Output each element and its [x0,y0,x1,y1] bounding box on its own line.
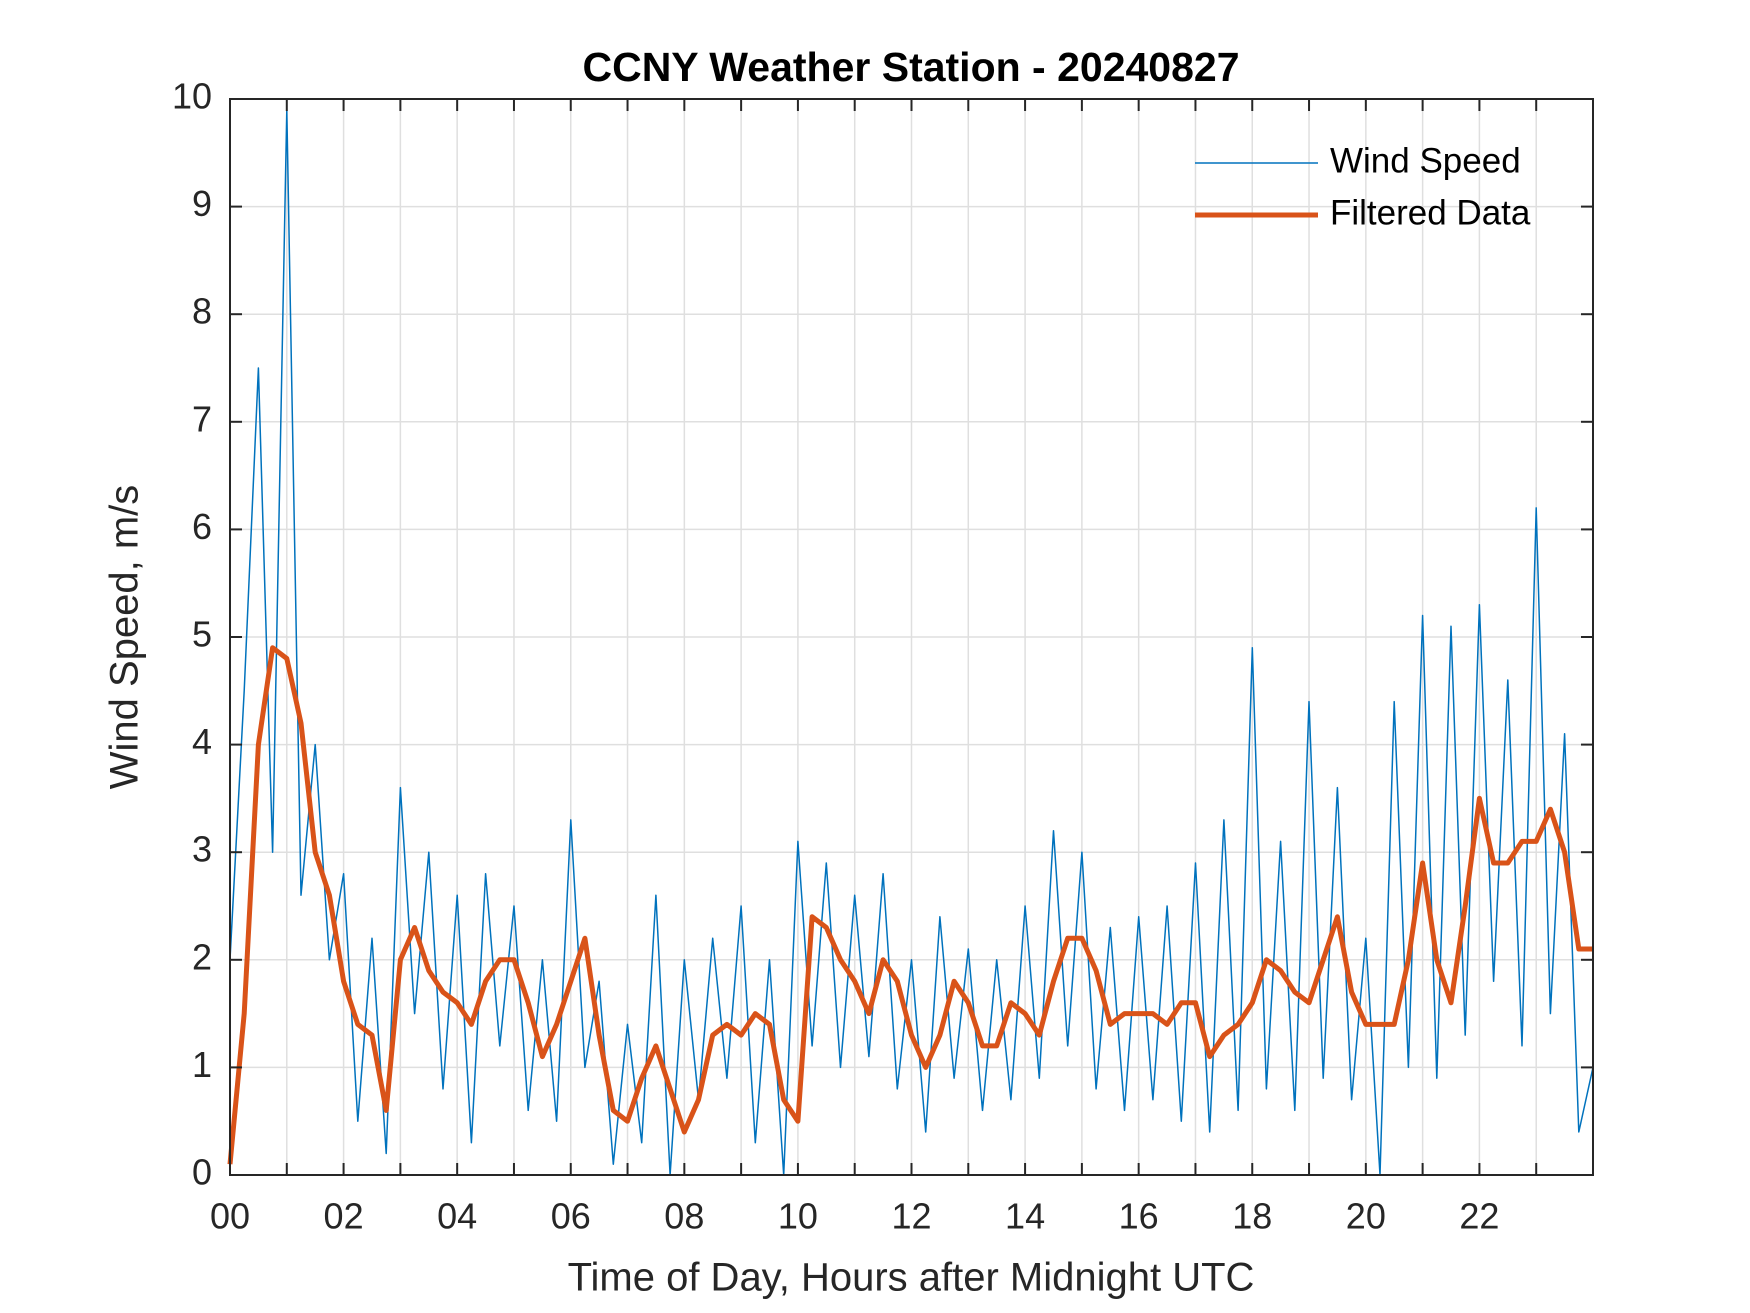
x-tick-label: 02 [324,1196,364,1237]
y-axis-label: Wind Speed, m/s [103,485,147,790]
x-tick-label: 06 [551,1196,591,1237]
x-tick-label: 08 [664,1196,704,1237]
y-tick-label: 7 [192,398,212,439]
legend-label: Filtered Data [1330,193,1531,232]
y-tick-label: 0 [192,1152,212,1193]
y-tick-label: 2 [192,936,212,977]
data-line [229,109,1594,1176]
y-tick-label: 10 [172,76,212,117]
data-line [227,645,1593,1165]
x-axis-label: Time of Day, Hours after Midnight UTC [568,1256,1255,1300]
y-tick-label: 4 [192,721,212,762]
x-tick-label: 16 [1119,1196,1159,1237]
y-tick-label: 9 [192,183,212,224]
x-tick-label: 00 [210,1196,250,1237]
y-tick-label: 5 [192,614,212,655]
y-tick-label: 3 [192,829,212,870]
legend-label: Wind Speed [1330,141,1521,180]
x-tick-label: 14 [1005,1196,1045,1237]
x-tick-label: 10 [778,1196,818,1237]
y-tick-label: 6 [192,506,212,547]
y-tick-label: 1 [192,1044,212,1085]
y-tick-label: 8 [192,291,212,332]
x-tick-label: 12 [891,1196,931,1237]
chart-title: CCNY Weather Station - 20240827 [582,44,1239,90]
x-tick-label: 22 [1459,1196,1499,1237]
x-tick-label: 18 [1232,1196,1272,1237]
x-tick-label: 04 [437,1196,477,1237]
x-tick-label: 20 [1346,1196,1386,1237]
